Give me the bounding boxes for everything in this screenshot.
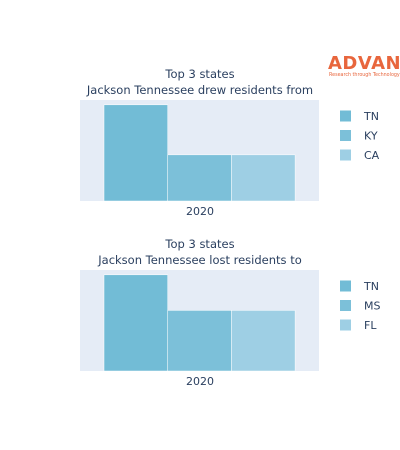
bar-fl[interactable] xyxy=(231,310,296,372)
legend-label-ms[interactable]: MS xyxy=(364,300,380,313)
legend-swatch-ms[interactable] xyxy=(340,300,351,311)
legend-swatch-ky[interactable] xyxy=(340,130,351,141)
chart-drew-residents: Top 3 states Jackson Tennessee drew resid… xyxy=(80,67,380,218)
logo-tagline: Research through Technology xyxy=(329,72,400,78)
chart-title-line: Jackson Tennessee drew residents from xyxy=(86,83,313,97)
logo-wordmark: ADVAN xyxy=(328,53,400,74)
bar-tn[interactable] xyxy=(103,274,168,372)
chart-title-line: Top 3 states xyxy=(164,67,234,81)
legend-label-tn[interactable]: TN xyxy=(363,110,379,123)
legend-swatch-fl[interactable] xyxy=(340,319,351,331)
legend-label-ca[interactable]: CA xyxy=(364,149,380,162)
bar-tn[interactable] xyxy=(103,104,168,202)
bar-ky[interactable] xyxy=(167,154,232,202)
legend-swatch-tn[interactable] xyxy=(340,280,351,292)
legend-label-fl[interactable]: FL xyxy=(364,319,377,332)
advan-logo: ADVAN Research through Technology xyxy=(328,53,400,78)
legend-label-tn[interactable]: TN xyxy=(363,280,379,293)
bar-ca[interactable] xyxy=(231,154,296,202)
legend-swatch-tn[interactable] xyxy=(340,110,351,122)
chart-lost-residents: Top 3 states Jackson Tennessee lost resid… xyxy=(80,237,380,388)
x-tick-label: 2020 xyxy=(186,375,214,388)
chart-title-line: Jackson Tennessee lost residents to xyxy=(97,253,301,267)
bar-ms[interactable] xyxy=(167,310,232,372)
chart-title-line: Top 3 states xyxy=(164,237,234,251)
legend-swatch-ca[interactable] xyxy=(340,149,351,161)
x-tick-label: 2020 xyxy=(186,205,214,218)
legend-label-ky[interactable]: KY xyxy=(364,130,378,143)
